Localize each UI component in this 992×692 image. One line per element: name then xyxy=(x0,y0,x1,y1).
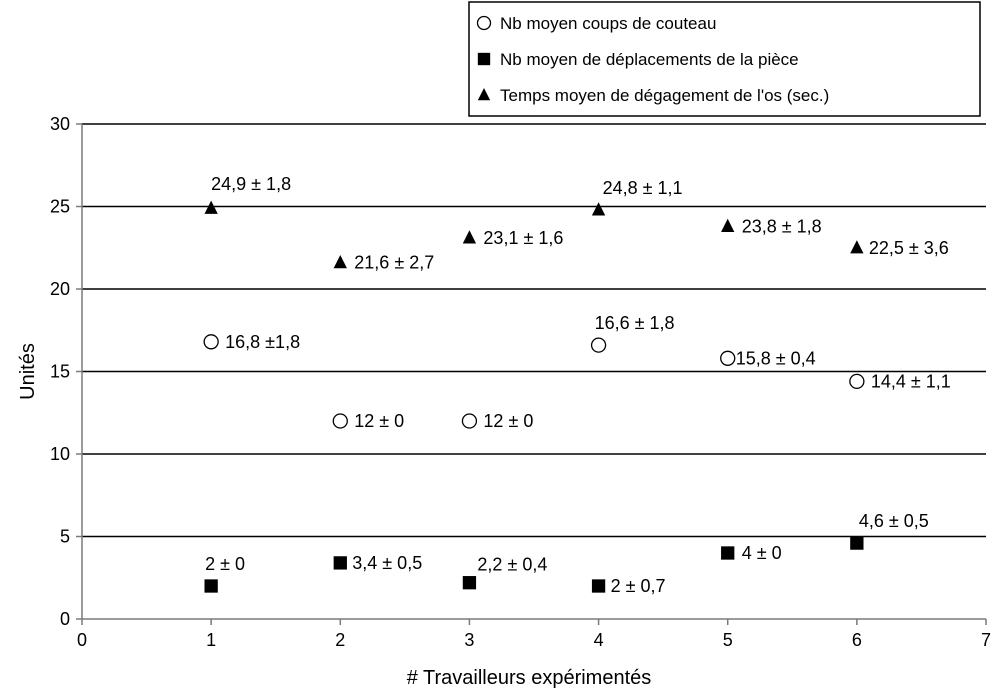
data-label-s1-3: 2 ± 0,7 xyxy=(611,576,666,596)
legend: Nb moyen coups de couteau Nb moyen de dép… xyxy=(468,1,981,117)
x-tick-label-4: 4 xyxy=(594,630,604,650)
data-label-s1-5: 4,6 ± 0,5 xyxy=(859,511,929,531)
data-label-s0-5: 14,4 ± 1,1 xyxy=(871,371,951,391)
data-label-s2-1: 21,6 ± 2,7 xyxy=(354,253,434,273)
legend-marker-0 xyxy=(476,15,492,31)
y-tick-label-25: 25 xyxy=(50,197,70,217)
x-tick-label-6: 6 xyxy=(852,630,862,650)
point-s2-5 xyxy=(850,240,864,254)
x-tick-label-0: 0 xyxy=(77,630,87,650)
legend-box xyxy=(468,1,981,117)
y-tick-label-20: 20 xyxy=(50,279,70,299)
point-s0-4 xyxy=(720,350,736,366)
data-label-s0-3: 16,6 ± 1,8 xyxy=(595,313,675,333)
point-s0-3 xyxy=(590,337,607,353)
legend-marker-1 xyxy=(477,52,491,66)
x-tick-label-3: 3 xyxy=(464,630,474,650)
point-s2-3 xyxy=(591,202,606,216)
data-label-s1-0: 2 ± 0 xyxy=(205,554,245,574)
grid-lines xyxy=(82,123,986,538)
point-s1-4 xyxy=(721,546,735,560)
point-s1-3 xyxy=(591,579,606,593)
x-tick-label-5: 5 xyxy=(723,630,733,650)
point-s2-4 xyxy=(721,218,735,232)
point-s1-1 xyxy=(333,556,347,570)
point-s2-2 xyxy=(462,230,477,244)
y-tick-label-0: 0 xyxy=(60,609,70,629)
point-s1-0 xyxy=(204,579,218,593)
data-label-s2-2: 23,1 ± 1,6 xyxy=(483,228,563,248)
data-label-s2-5: 22,5 ± 3,6 xyxy=(869,238,949,258)
axes xyxy=(76,123,987,625)
point-s0-5 xyxy=(849,373,865,390)
point-s0-2 xyxy=(461,413,478,429)
x-tick-label-7: 7 xyxy=(981,630,991,650)
point-s1-2 xyxy=(462,576,477,590)
point-s0-0 xyxy=(203,334,219,350)
legend-entry-1: Nb moyen de déplacements de la pièce xyxy=(500,50,799,69)
y-tick-label-5: 5 xyxy=(60,527,70,547)
y-tick-label-30: 30 xyxy=(50,114,70,134)
data-label-s0-4: 15,8 ± 0,4 xyxy=(736,348,816,368)
y-tick-label-15: 15 xyxy=(50,362,70,382)
data-labels: 16,8 ±1,8 12 ± 0 12 ± 0 16,6 ± 1,8 15,8 ± 0,… xyxy=(205,174,951,596)
data-label-s1-4: 4 ± 0 xyxy=(742,543,782,563)
data-label-s2-3: 24,8 ± 1,1 xyxy=(603,178,683,198)
data-label-s2-0: 24,9 ± 1,8 xyxy=(211,174,291,194)
point-s1-5 xyxy=(850,536,864,550)
point-s2-1 xyxy=(333,255,347,269)
data-label-s0-1: 12 ± 0 xyxy=(354,411,404,431)
data-label-s1-2: 2,2 ± 0,4 xyxy=(477,555,547,575)
tick-labels: 0 5 10 15 20 25 30 0 1 2 3 4 5 6 7 xyxy=(50,114,991,650)
data-label-s0-2: 12 ± 0 xyxy=(483,411,533,431)
point-s0-1 xyxy=(332,413,348,429)
legend-entry-2: Temps moyen de dégagement de l'os (sec.) xyxy=(500,86,829,105)
legend-entry-0: Nb moyen coups de couteau xyxy=(500,14,716,33)
data-label-s1-1: 3,4 ± 0,5 xyxy=(352,553,422,573)
legend-marker-2 xyxy=(477,87,491,101)
x-axis-title: # Travailleurs expérimentés xyxy=(407,667,652,689)
x-tick-label-2: 2 xyxy=(335,630,345,650)
x-tick-label-1: 1 xyxy=(206,630,216,650)
y-axis-title: Unités xyxy=(17,343,39,400)
data-points xyxy=(203,200,865,593)
data-label-s2-4: 23,8 ± 1,8 xyxy=(742,216,822,236)
point-s2-0 xyxy=(204,200,218,214)
y-tick-label-10: 10 xyxy=(50,444,70,464)
data-label-s0-0: 16,8 ±1,8 xyxy=(225,332,300,352)
